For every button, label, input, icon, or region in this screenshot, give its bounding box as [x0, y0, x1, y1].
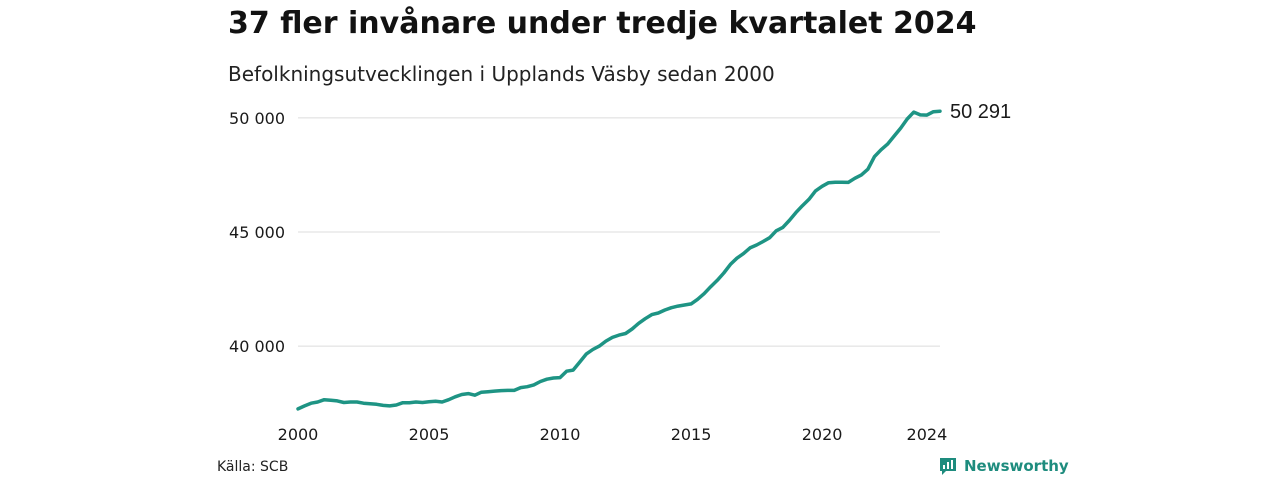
newsworthy-logo-icon: [940, 458, 956, 475]
source-note: Källa: SCB: [217, 459, 289, 475]
x-tick-label: 2000: [278, 425, 319, 444]
x-tick-label: 2015: [671, 425, 712, 444]
y-tick-label: 40 000: [229, 337, 285, 356]
x-tick-label: 2024: [907, 425, 948, 444]
x-tick-label: 2010: [540, 425, 581, 444]
x-tick-label: 2005: [409, 425, 450, 444]
series-line: [296, 109, 942, 411]
brand-logo: Newsworthy: [938, 456, 1069, 476]
end-value-label: 50 291: [950, 101, 1011, 123]
chart-title: 37 fler invånare under tredje kvartalet …: [228, 6, 977, 41]
y-tick-label: 45 000: [229, 223, 285, 242]
x-tick-label: 2020: [802, 425, 843, 444]
chart-subtitle: Befolkningsutvecklingen i Upplands Väsby…: [228, 62, 775, 86]
brand-name: Newsworthy: [964, 457, 1069, 475]
y-tick-label: 50 000: [229, 109, 285, 128]
